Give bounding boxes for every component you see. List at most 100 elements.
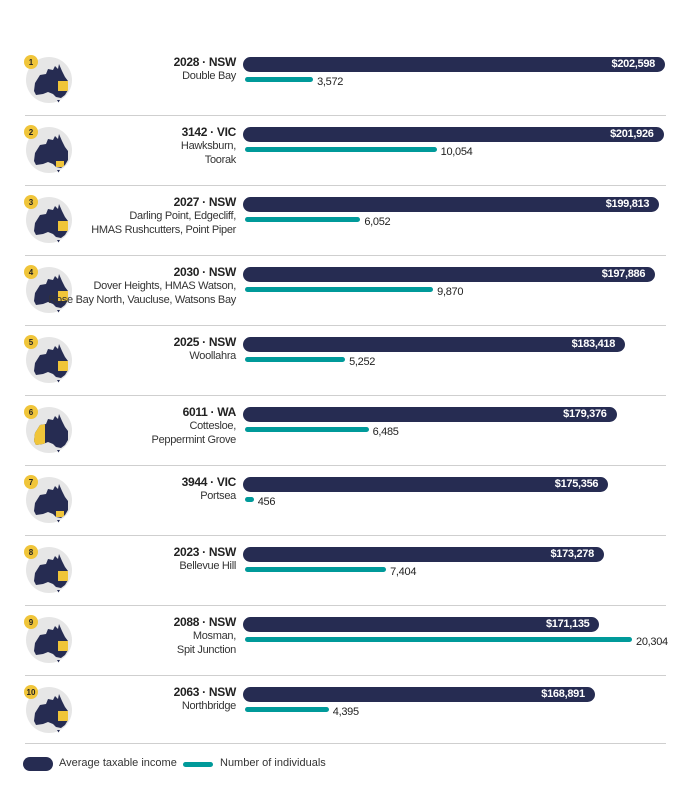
income-value: $168,891 [541,688,585,700]
individuals-bar [245,357,346,362]
rank-number: 6 [29,408,34,417]
divider [25,115,666,116]
individuals-bar [245,77,314,82]
individuals-bar [245,567,387,572]
income-bar: $202,598 [243,57,665,72]
table-row: 8 2023 · NSW Bellevue Hill $173,278 7,40… [0,535,689,605]
income-value: $171,135 [545,618,590,630]
legend-swatch-individuals [183,762,213,767]
divider [25,325,666,326]
income-value: $179,376 [563,408,607,420]
postcode: 2025 · NSW [173,335,237,349]
rank-number: 1 [29,58,34,67]
suburb-name: Double Bay [182,70,236,82]
divider [25,465,666,466]
suburb-name: Dover Heights, HMAS Watson, [93,280,237,292]
individuals-value: 10,054 [440,146,473,158]
suburb-name: Darling Point, Edgecliff, [129,210,236,222]
divider [25,535,666,536]
postcode: 3142 · VIC [181,125,237,139]
legend-swatch-income [23,757,53,771]
postcode: 2023 · NSW [173,545,237,559]
suburb-name: Toorak [204,154,237,166]
income-bar: $199,813 [243,197,660,212]
divider [25,255,666,256]
postcode-label: 2028 · NSW Double Bay [173,55,237,83]
income-bar: $171,135 [243,617,600,632]
postcode: 3944 · VIC [181,475,237,489]
income-bar: $183,418 [243,337,626,352]
income-value: $175,356 [554,478,599,490]
income-value: $197,886 [601,268,646,280]
income-value: $199,813 [605,198,650,210]
individuals-value: 3,572 [317,76,344,88]
divider [25,743,666,744]
rank-badge [24,545,38,559]
postcode: 2028 · NSW [173,55,237,69]
postcode-label: 2025 · NSW Woollahra [173,335,237,363]
rank-badge [24,265,38,279]
individuals-value: 456 [257,496,276,508]
suburb-name: Hawksburn, [180,140,236,152]
postcode: 2063 · NSW [173,685,237,699]
rank-badge [24,195,38,209]
individuals-value: 20,304 [636,636,668,648]
postcode: 2088 · NSW [173,615,237,629]
individuals-bar [245,287,434,292]
table-row: 5 2025 · NSW Woollahra $183,418 5,252 [0,325,689,395]
individuals-value: 7,404 [390,566,417,578]
suburb-name: Woollahra [189,350,236,362]
postcode-label: 2027 · NSW Darling Point, Edgecliff, HMAS… [91,195,236,237]
income-bar: $175,356 [243,477,609,492]
income-bar: $197,886 [243,267,656,282]
postcode-label: 6011 · WA Cottesloe, Peppermint Grove [152,405,237,447]
postcode: 2030 · NSW [173,265,237,279]
individuals-bar [245,497,254,502]
rank-number: 5 [29,338,34,347]
rank-number: 4 [29,268,34,277]
postcode-label: 2088 · NSW Mosman, Spit Junction [173,615,237,657]
individuals-bar [245,427,369,432]
individuals-bar [245,707,329,712]
income-value: $183,418 [571,338,616,350]
individuals-value: 6,052 [364,216,391,228]
postcode-label: 2023 · NSW Bellevue Hill [173,545,237,573]
income-value: $173,278 [550,548,594,560]
rank-badge [24,405,38,419]
suburb-name: Bellevue Hill [179,560,236,572]
table-row: 7 3944 · VIC Portsea $175,356 456 [0,465,689,535]
australia-map-icon: 8 [24,545,72,593]
australia-map-icon: 4 [24,265,72,313]
australia-map-icon: 6 [24,405,72,453]
rank-number: 8 [29,548,34,557]
individuals-value: 9,870 [437,286,464,298]
rank-number: 7 [29,478,34,487]
divider [25,185,666,186]
postcode-label: 2063 · NSW Northbridge [173,685,237,713]
australia-map-icon: 7 [24,475,72,523]
income-bar: $173,278 [243,547,604,562]
suburb-name: Cottesloe, [189,420,236,432]
australia-map-icon: 3 [24,195,72,243]
table-row: 10 2063 · NSW Northbridge $168,891 4,395 [0,675,689,745]
legend-label-income: Average taxable income [59,757,177,769]
australia-map-icon: 5 [24,335,72,383]
postcode-label: 3142 · VIC Hawksburn, Toorak [181,125,236,167]
individuals-value: 6,485 [372,426,399,438]
rank-number: 3 [29,198,34,207]
australia-map-icon: 2 [24,125,72,173]
rank-badge [24,685,38,699]
australia-map-icon: 1 [24,55,72,103]
divider [25,395,666,396]
table-row: 3 2027 · NSW Darling Point, Edgecliff, HM… [0,185,689,255]
postcode: 6011 · WA [182,405,237,419]
australia-map-icon: 10 [24,685,72,733]
individuals-bar [245,217,361,222]
divider [25,605,666,606]
table-row: 9 2088 · NSW Mosman, Spit Junction $171,1… [0,605,689,675]
rank-number: 9 [29,618,34,627]
rank-badge [24,475,38,489]
suburb-name: Northbridge [181,700,236,712]
income-value: $202,598 [611,58,656,70]
